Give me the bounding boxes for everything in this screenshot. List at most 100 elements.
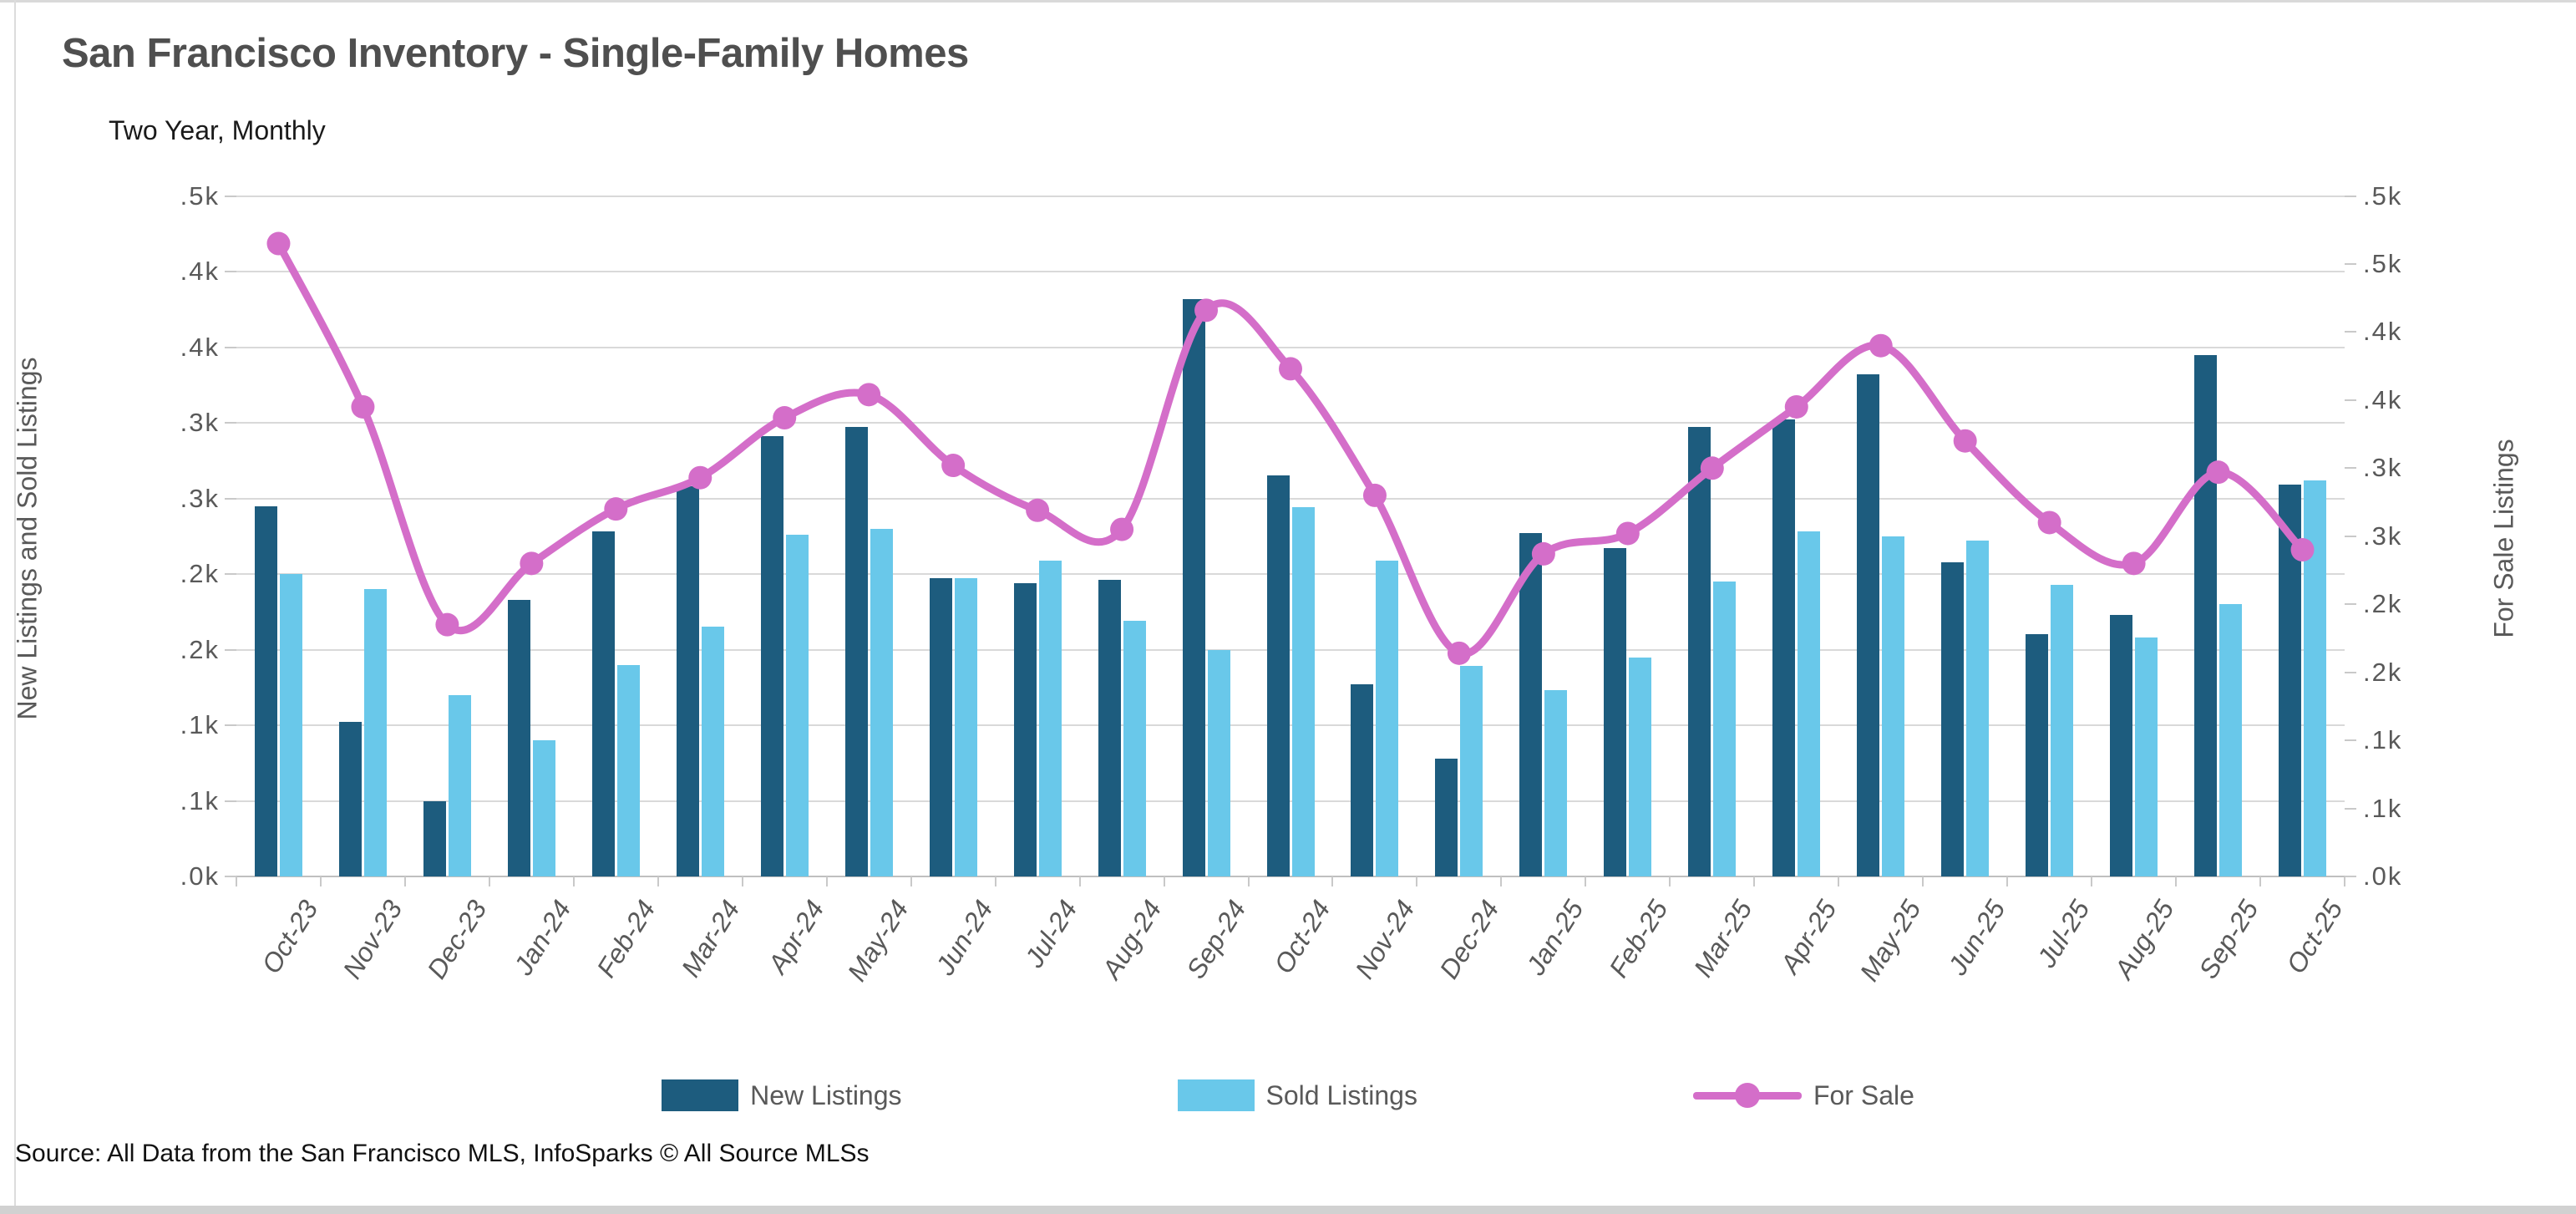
bar-sold-listings [954,578,977,876]
chart-subtitle: Two Year, Monthly [109,115,326,145]
bar-sold-listings [279,574,302,876]
bar-sold-listings [1544,690,1568,876]
x-axis-line [236,876,2345,877]
left-axis-tick-label: .4k [180,332,220,362]
left-axis-tick [225,648,236,651]
right-axis-tick-label: .1k [2363,793,2403,823]
legend-item-for-sale: For Sale [1692,1079,1914,1111]
bar-sold-listings [1798,531,1821,876]
right-axis-tick [2345,262,2356,265]
for-sale-line-path [274,240,2307,658]
for-sale-point-marker [1026,498,1050,522]
legend-item-sold-listings: Sold Listings [1177,1079,1417,1111]
left-axis-tick [225,800,236,802]
page-title: San Francisco Inventory - Single-Family … [62,31,969,76]
right-axis-tick-label: .5k [2363,248,2403,278]
x-axis-tick [1247,876,1250,886]
left-axis-tick [225,497,236,500]
bar-new-listings [1772,419,1796,876]
bar-new-listings [1435,758,1458,876]
for-sale-point-marker [688,465,712,490]
bar-sold-listings [1966,541,1990,876]
for-sale-point-marker [1784,394,1808,419]
right-axis-tick [2345,535,2356,537]
right-axis-tick-label: .4k [2363,317,2403,347]
bar-new-listings [1688,427,1711,876]
right-axis-tick [2345,876,2356,877]
x-axis-tick [2175,876,2178,886]
legend-label: For Sale [1813,1079,1914,1110]
chart-legend: New Listings Sold Listings For Sale [0,1079,2576,1111]
bar-new-listings [844,427,868,876]
bar-new-listings [1098,580,1121,876]
x-axis-tick [1753,876,1756,886]
x-axis-tick [1669,876,1671,886]
right-axis-tick [2345,195,2356,197]
bar-new-listings [1941,561,1965,876]
left-axis-tick-label: .1k [180,785,220,815]
for-sale-point-marker [435,612,459,637]
for-sale-point-marker [520,551,544,576]
right-axis-tick-label: .5k [2363,180,2403,211]
left-axis-tick [225,724,236,726]
x-axis-tick [1922,876,1924,886]
x-axis-tick [572,876,575,886]
right-axis-tick-label: .3k [2363,521,2403,551]
for-sale-point-marker [941,454,966,478]
bar-new-listings [2110,614,2133,876]
new-listings-swatch-icon [662,1079,739,1111]
left-axis-tick [225,195,236,197]
gridline [236,195,2345,197]
for-sale-point-marker [1531,541,1555,566]
bar-sold-listings [1713,582,1737,876]
gridline [236,573,2345,575]
gridline [236,497,2345,500]
bar-new-listings [929,578,952,876]
bar-new-listings [1266,475,1290,876]
for-sale-point-marker [2122,551,2146,576]
left-axis-tick-label: .5k [180,180,220,211]
source-attribution: Source: All Data from the San Francisco … [15,1140,870,1167]
x-axis-tick [1500,876,1503,886]
for-sale-point-marker [2290,538,2315,562]
bar-sold-listings [2051,584,2074,876]
x-axis-tick [1331,876,1334,886]
left-axis-tick [225,271,236,272]
right-axis-tick-label: .0k [2363,861,2403,891]
for-sale-line-marker-icon [1692,1079,1802,1111]
gridline [236,648,2345,651]
left-axis-tick [225,346,236,348]
gridline [236,422,2345,424]
x-axis-tick [2006,876,2009,886]
bar-sold-listings [1376,560,1399,876]
bar-new-listings [2194,354,2218,876]
x-axis-tick [1416,876,1418,886]
bar-new-listings [1857,374,1880,876]
bar-sold-listings [1629,657,1652,876]
bar-new-listings [2026,634,2049,876]
x-axis-tick [2344,876,2345,886]
bar-sold-listings [532,740,555,876]
right-axis-tick-label: .4k [2363,384,2403,414]
bar-sold-listings [616,664,640,876]
for-sale-point-marker [2037,510,2061,535]
bar-new-listings [254,505,277,876]
for-sale-point-marker [773,406,797,430]
bar-sold-listings [1038,560,1062,876]
bar-sold-listings [1123,621,1146,876]
x-axis-tick [236,876,237,886]
x-axis-tick [994,876,996,886]
bar-new-listings [338,722,362,876]
for-sale-point-marker [1700,456,1724,480]
gridline [236,800,2345,802]
bar-sold-listings [1882,536,1905,876]
right-axis-tick [2345,671,2356,673]
left-axis-tick-label: .1k [180,710,220,739]
for-sale-point-marker [1615,521,1640,546]
for-sale-point-marker [1110,517,1134,541]
gridline [236,271,2345,272]
legend-item-new-listings: New Listings [662,1079,902,1111]
x-axis-tick [825,876,828,886]
gridline [236,724,2345,726]
